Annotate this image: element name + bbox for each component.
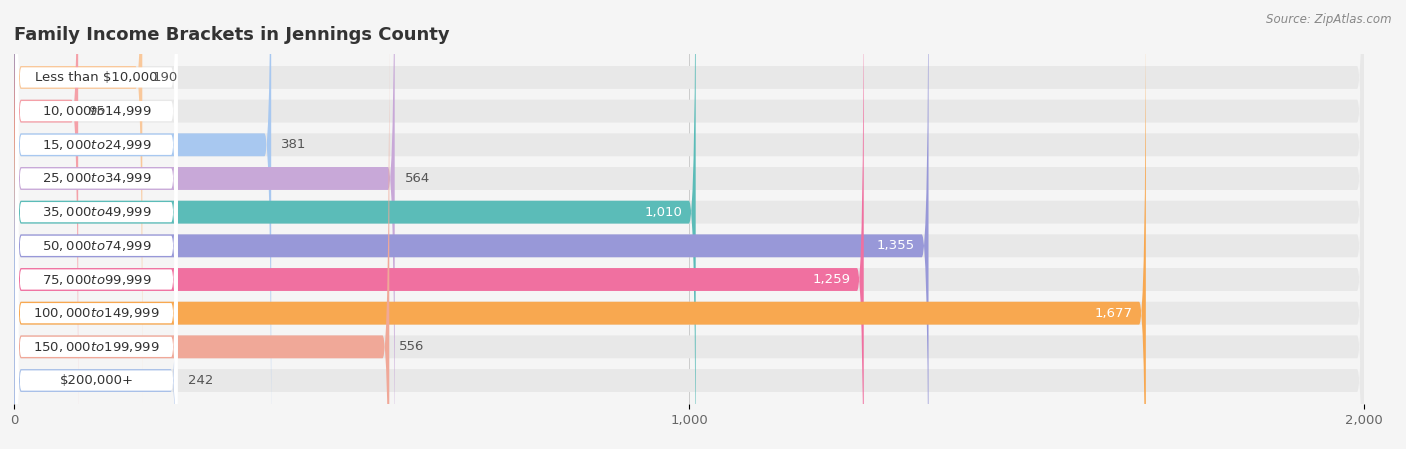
FancyBboxPatch shape (14, 0, 863, 449)
Text: 190: 190 (152, 71, 177, 84)
Text: $100,000 to $149,999: $100,000 to $149,999 (34, 306, 160, 320)
Text: 242: 242 (187, 374, 212, 387)
FancyBboxPatch shape (14, 0, 1146, 449)
FancyBboxPatch shape (14, 22, 1364, 449)
FancyBboxPatch shape (15, 0, 177, 370)
FancyBboxPatch shape (15, 0, 177, 449)
FancyBboxPatch shape (15, 54, 177, 449)
Text: $200,000+: $200,000+ (59, 374, 134, 387)
FancyBboxPatch shape (15, 20, 177, 449)
FancyBboxPatch shape (14, 0, 1364, 436)
Text: $35,000 to $49,999: $35,000 to $49,999 (42, 205, 152, 219)
Text: 1,677: 1,677 (1094, 307, 1132, 320)
FancyBboxPatch shape (14, 55, 1364, 449)
Text: 1,355: 1,355 (877, 239, 915, 252)
FancyBboxPatch shape (14, 0, 1364, 449)
Text: $15,000 to $24,999: $15,000 to $24,999 (42, 138, 152, 152)
Text: 1,259: 1,259 (813, 273, 851, 286)
Text: 564: 564 (405, 172, 430, 185)
FancyBboxPatch shape (15, 0, 177, 449)
Text: Family Income Brackets in Jennings County: Family Income Brackets in Jennings Count… (14, 26, 450, 44)
Text: $25,000 to $34,999: $25,000 to $34,999 (42, 172, 152, 185)
FancyBboxPatch shape (14, 22, 389, 449)
Text: 1,010: 1,010 (644, 206, 682, 219)
Text: Less than $10,000: Less than $10,000 (35, 71, 157, 84)
FancyBboxPatch shape (15, 0, 177, 404)
Text: $50,000 to $74,999: $50,000 to $74,999 (42, 239, 152, 253)
FancyBboxPatch shape (14, 0, 395, 449)
FancyBboxPatch shape (14, 0, 1364, 449)
Text: Source: ZipAtlas.com: Source: ZipAtlas.com (1267, 13, 1392, 26)
Text: $75,000 to $99,999: $75,000 to $99,999 (42, 273, 152, 286)
Text: 381: 381 (281, 138, 307, 151)
FancyBboxPatch shape (14, 0, 1364, 449)
FancyBboxPatch shape (14, 0, 696, 449)
FancyBboxPatch shape (14, 0, 79, 436)
Text: $150,000 to $199,999: $150,000 to $199,999 (34, 340, 160, 354)
Text: 556: 556 (399, 340, 425, 353)
FancyBboxPatch shape (14, 0, 1364, 449)
FancyBboxPatch shape (14, 0, 271, 449)
FancyBboxPatch shape (14, 0, 142, 403)
FancyBboxPatch shape (15, 0, 177, 449)
FancyBboxPatch shape (15, 88, 177, 449)
FancyBboxPatch shape (14, 0, 1364, 449)
FancyBboxPatch shape (15, 0, 177, 449)
Text: $10,000 to $14,999: $10,000 to $14,999 (42, 104, 152, 118)
FancyBboxPatch shape (14, 55, 177, 449)
FancyBboxPatch shape (15, 0, 177, 438)
Text: 95: 95 (89, 105, 105, 118)
FancyBboxPatch shape (14, 0, 928, 449)
FancyBboxPatch shape (14, 0, 1364, 403)
FancyBboxPatch shape (14, 0, 1364, 449)
